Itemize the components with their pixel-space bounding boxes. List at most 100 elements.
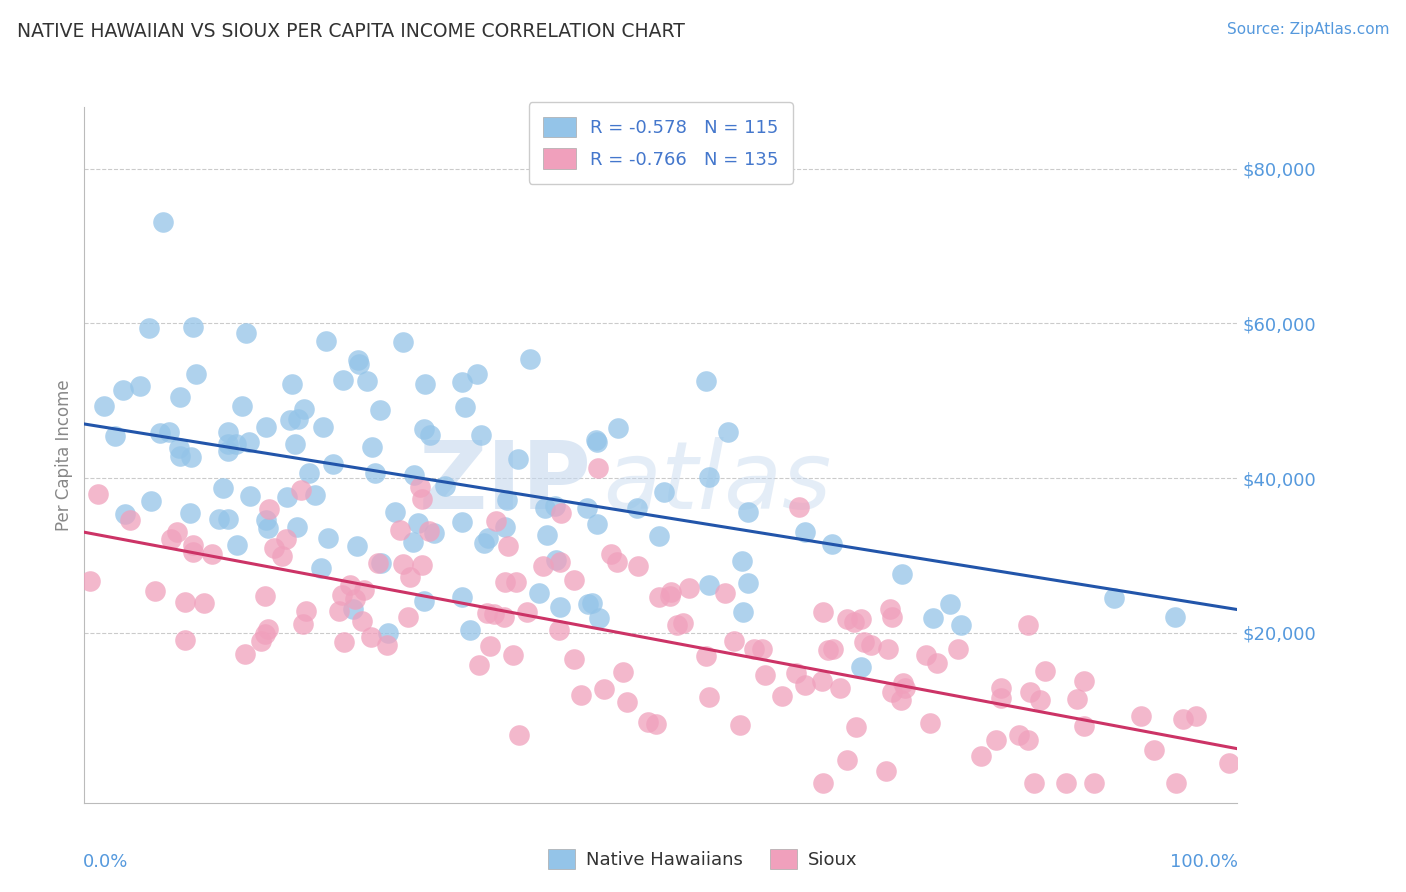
Point: [652, 484, 675, 499]
Point: [347, 353, 370, 368]
Point: [411, 558, 433, 572]
Point: [112, 383, 135, 397]
Point: [731, 554, 754, 568]
Point: [1164, 610, 1187, 624]
Point: [291, 617, 314, 632]
Point: [880, 610, 903, 624]
Point: [294, 604, 316, 618]
Point: [458, 623, 481, 637]
Point: [384, 506, 406, 520]
Point: [506, 451, 529, 466]
Point: [860, 638, 883, 652]
Text: atlas: atlas: [603, 437, 831, 528]
Point: [297, 467, 319, 481]
Point: [434, 479, 457, 493]
Point: [1173, 712, 1195, 726]
Point: [890, 692, 912, 706]
Point: [828, 681, 851, 695]
Point: [482, 607, 505, 622]
Point: [166, 525, 188, 540]
Text: Source: ZipAtlas.com: Source: ZipAtlas.com: [1226, 22, 1389, 37]
Point: [79, 574, 101, 589]
Point: [1017, 733, 1039, 747]
Point: [402, 467, 425, 482]
Point: [1054, 776, 1077, 790]
Point: [217, 512, 239, 526]
Point: [316, 532, 339, 546]
Point: [695, 374, 717, 388]
Point: [845, 720, 868, 734]
Point: [346, 539, 368, 553]
Point: [880, 685, 903, 699]
Point: [274, 533, 297, 547]
Legend: R = -0.578   N = 115, R = -0.766   N = 135: R = -0.578 N = 115, R = -0.766 N = 135: [529, 103, 793, 184]
Point: [225, 436, 247, 450]
Point: [208, 512, 231, 526]
Point: [516, 605, 538, 619]
Point: [388, 524, 411, 538]
Point: [496, 493, 519, 508]
Point: [990, 681, 1012, 696]
Point: [817, 643, 839, 657]
Point: [312, 419, 335, 434]
Point: [548, 556, 571, 570]
Point: [129, 379, 152, 393]
Point: [413, 376, 436, 391]
Point: [451, 375, 474, 389]
Point: [1029, 693, 1052, 707]
Point: [728, 718, 751, 732]
Point: [347, 357, 370, 371]
Point: [581, 596, 603, 610]
Point: [496, 539, 519, 553]
Point: [143, 583, 166, 598]
Point: [368, 403, 391, 417]
Point: [894, 681, 917, 695]
Point: [419, 427, 441, 442]
Point: [477, 531, 499, 545]
Point: [1033, 664, 1056, 678]
Point: [1218, 756, 1240, 770]
Point: [370, 556, 392, 570]
Point: [239, 489, 262, 503]
Point: [225, 538, 247, 552]
Point: [1017, 618, 1039, 632]
Point: [915, 648, 938, 662]
Point: [396, 610, 419, 624]
Point: [876, 641, 898, 656]
Point: [287, 412, 309, 426]
Point: [284, 437, 307, 451]
Point: [454, 401, 477, 415]
Point: [479, 640, 502, 654]
Point: [169, 441, 191, 455]
Point: [811, 605, 834, 619]
Point: [181, 545, 204, 559]
Point: [1104, 591, 1126, 605]
Point: [550, 507, 572, 521]
Point: [648, 590, 671, 604]
Point: [785, 666, 807, 681]
Point: [548, 600, 571, 615]
Point: [742, 641, 765, 656]
Text: 100.0%: 100.0%: [1170, 853, 1239, 871]
Point: [949, 618, 972, 632]
Point: [311, 560, 333, 574]
Point: [789, 500, 811, 515]
Point: [562, 574, 585, 588]
Point: [86, 487, 108, 501]
Point: [562, 652, 585, 666]
Point: [330, 588, 353, 602]
Point: [851, 612, 873, 626]
Point: [217, 436, 239, 450]
Point: [627, 559, 650, 574]
Point: [672, 615, 695, 630]
Point: [254, 627, 277, 641]
Point: [254, 513, 277, 527]
Point: [502, 648, 524, 662]
Point: [737, 575, 759, 590]
Point: [290, 483, 312, 497]
Point: [350, 614, 373, 628]
Point: [505, 575, 527, 590]
Point: [536, 528, 558, 542]
Point: [588, 611, 610, 625]
Point: [519, 351, 541, 366]
